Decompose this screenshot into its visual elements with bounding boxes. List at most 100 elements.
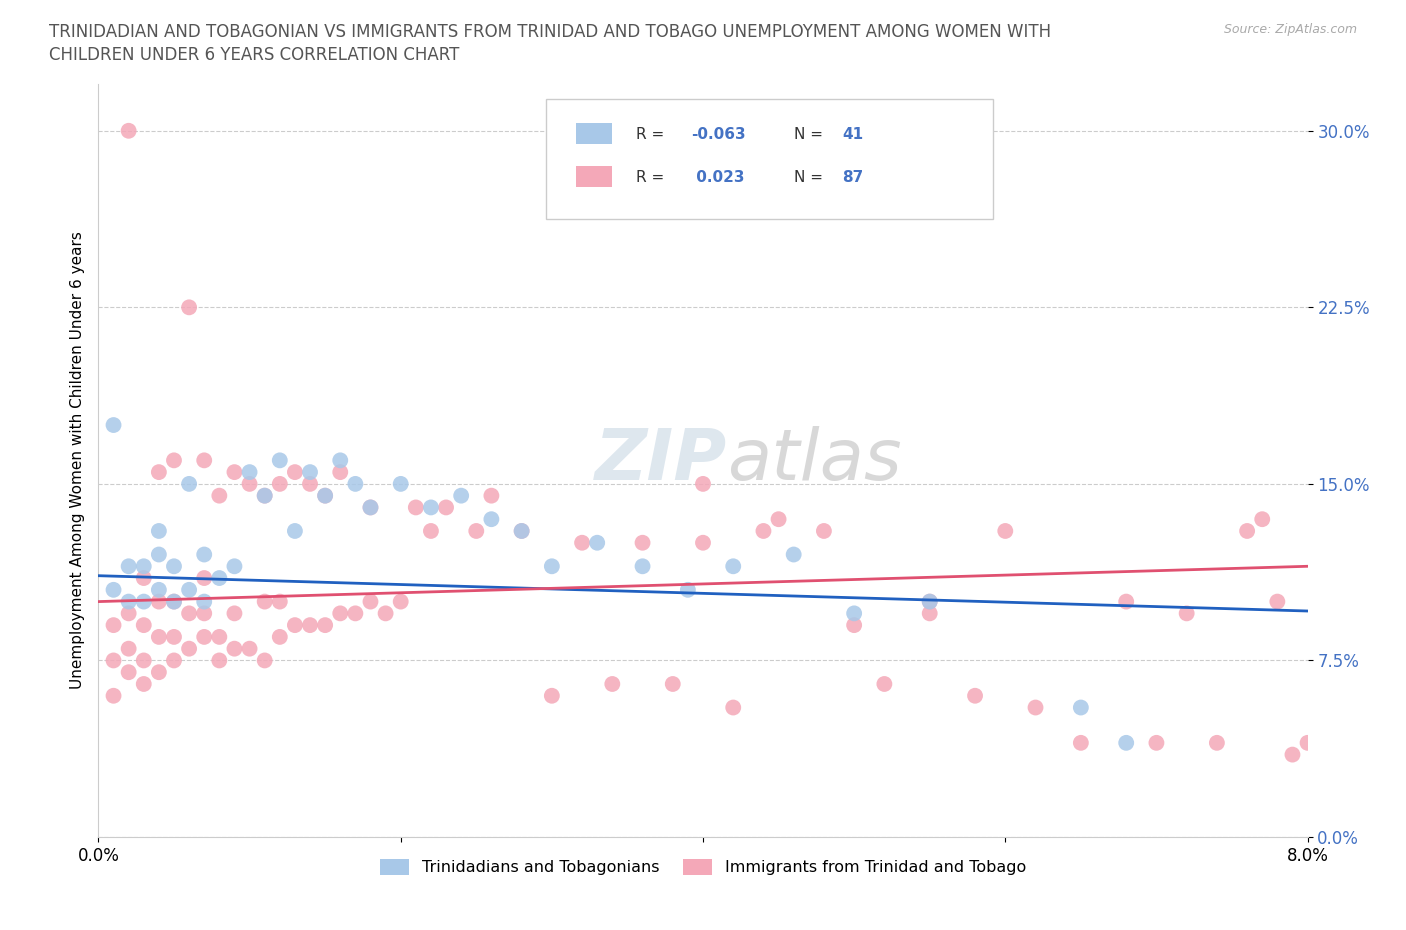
Point	[148, 524, 170, 538]
Point	[434, 500, 457, 515]
Point	[299, 465, 322, 480]
Text: ZIP: ZIP	[595, 426, 727, 495]
Point	[103, 688, 125, 703]
Point	[918, 594, 941, 609]
Point	[193, 606, 215, 621]
Point	[389, 594, 412, 609]
Point	[481, 512, 503, 526]
Point	[374, 606, 396, 621]
Point	[132, 559, 155, 574]
Point	[179, 476, 201, 491]
Point	[179, 299, 201, 314]
Point	[844, 618, 866, 632]
Point	[873, 676, 896, 691]
Point	[103, 582, 125, 597]
Point	[269, 476, 291, 491]
Point	[450, 488, 472, 503]
Point	[148, 594, 170, 609]
Point	[118, 559, 141, 574]
Point	[132, 653, 155, 668]
Point	[540, 688, 562, 703]
Point	[269, 594, 291, 609]
Point	[118, 124, 141, 139]
Point	[571, 536, 593, 551]
Point	[239, 465, 262, 480]
Point	[193, 594, 215, 609]
Point	[783, 547, 806, 562]
Point	[269, 453, 291, 468]
Point	[148, 547, 170, 562]
Point	[314, 488, 336, 503]
Point	[103, 418, 125, 432]
Point	[389, 476, 412, 491]
Point	[253, 594, 276, 609]
Point	[163, 594, 186, 609]
Point	[329, 465, 352, 480]
Point	[602, 676, 624, 691]
Point	[253, 653, 276, 668]
Point	[918, 606, 941, 621]
Point	[1070, 736, 1092, 751]
Point	[344, 606, 367, 621]
Point	[179, 606, 201, 621]
Point	[676, 582, 699, 597]
Text: -0.063: -0.063	[690, 127, 745, 142]
Point	[163, 594, 186, 609]
Point	[148, 582, 170, 597]
Point	[193, 571, 215, 586]
Point	[844, 606, 866, 621]
Point	[465, 524, 488, 538]
Point	[103, 653, 125, 668]
Text: CHILDREN UNDER 6 YEARS CORRELATION CHART: CHILDREN UNDER 6 YEARS CORRELATION CHART	[49, 46, 460, 64]
Point	[1206, 736, 1229, 751]
Point	[1025, 700, 1047, 715]
Point	[253, 488, 276, 503]
Point	[510, 524, 533, 538]
Point	[224, 606, 246, 621]
Point	[208, 653, 231, 668]
Point	[723, 700, 745, 715]
Text: TRINIDADIAN AND TOBAGONIAN VS IMMIGRANTS FROM TRINIDAD AND TOBAGO UNEMPLOYMENT A: TRINIDADIAN AND TOBAGONIAN VS IMMIGRANTS…	[49, 23, 1052, 41]
Point	[813, 524, 835, 538]
Y-axis label: Unemployment Among Women with Children Under 6 years: Unemployment Among Women with Children U…	[69, 232, 84, 689]
Point	[193, 453, 215, 468]
Point	[299, 476, 322, 491]
Point	[103, 618, 125, 632]
Point	[193, 547, 215, 562]
Point	[148, 665, 170, 680]
Point	[148, 465, 170, 480]
Point	[132, 571, 155, 586]
Point	[360, 500, 382, 515]
Text: R =: R =	[637, 170, 669, 185]
Point	[314, 618, 336, 632]
Point	[314, 488, 336, 503]
Text: 87: 87	[842, 170, 863, 185]
Point	[299, 618, 322, 632]
Point	[1251, 512, 1274, 526]
FancyBboxPatch shape	[546, 99, 993, 219]
Point	[918, 594, 941, 609]
Point	[1115, 736, 1137, 751]
Point	[586, 536, 609, 551]
Point	[163, 559, 186, 574]
Point	[329, 453, 352, 468]
Point	[118, 606, 141, 621]
Point	[1267, 594, 1289, 609]
Point	[481, 488, 503, 503]
Point	[118, 594, 141, 609]
Point	[179, 642, 201, 657]
Point	[208, 630, 231, 644]
Point	[1070, 700, 1092, 715]
Point	[420, 500, 443, 515]
Point	[1296, 736, 1319, 751]
Point	[284, 618, 307, 632]
Point	[118, 642, 141, 657]
Point	[661, 676, 683, 691]
Point	[239, 642, 262, 657]
Point	[1175, 606, 1198, 621]
Point	[1115, 594, 1137, 609]
Text: 41: 41	[842, 127, 863, 142]
Point	[269, 630, 291, 644]
Point	[420, 524, 443, 538]
Point	[692, 476, 714, 491]
